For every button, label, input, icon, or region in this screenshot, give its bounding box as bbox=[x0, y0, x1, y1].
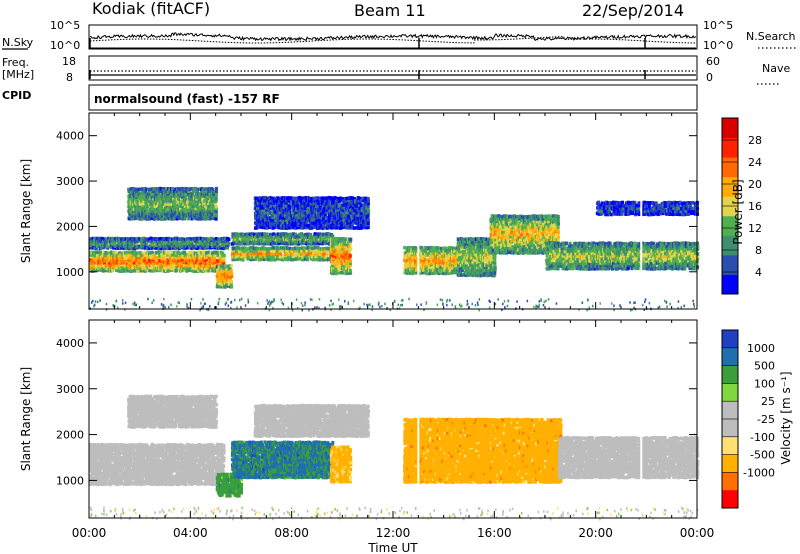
nave-bottom-tick: 0 bbox=[706, 71, 713, 84]
scatter-region bbox=[254, 196, 370, 230]
scatter-cell bbox=[215, 205, 218, 209]
nsky-trace bbox=[90, 33, 696, 49]
scatter-cell bbox=[227, 238, 230, 242]
freq-bottom-tick: 8 bbox=[66, 71, 73, 84]
nsearch-bottom-tick: 10^0 bbox=[703, 39, 733, 52]
scatter-region bbox=[127, 187, 218, 221]
scatter-cell bbox=[349, 269, 352, 273]
scatter-cell bbox=[222, 265, 225, 269]
scatter-cell bbox=[340, 271, 343, 275]
nsky-label: N.Sky bbox=[2, 36, 34, 49]
scatter-cell bbox=[228, 242, 231, 246]
scatter-cell bbox=[367, 197, 370, 201]
freq-units: [MHz] bbox=[2, 68, 34, 81]
scatter-cell bbox=[223, 254, 226, 258]
scatter-cell bbox=[230, 269, 233, 273]
freq-trace bbox=[90, 70, 696, 79]
scatter-cell bbox=[215, 187, 218, 191]
scatter-cell bbox=[194, 187, 197, 191]
scatter-cell bbox=[210, 237, 213, 241]
nave-top-tick: 60 bbox=[706, 55, 720, 68]
scatter-cell bbox=[292, 258, 295, 262]
scatter-cell bbox=[215, 217, 218, 221]
station-title: Kodiak (fitACF) bbox=[92, 0, 210, 18]
scatter-cell bbox=[349, 247, 352, 251]
scatter-cell bbox=[230, 285, 233, 289]
scatter-cell bbox=[327, 247, 330, 251]
scatter-region bbox=[330, 237, 353, 275]
scatter-region bbox=[89, 237, 230, 251]
scatter-cell bbox=[230, 272, 233, 276]
date-title: 22/Sep/2014 bbox=[582, 1, 684, 20]
scatter-cell bbox=[242, 258, 245, 262]
scatter-cell bbox=[367, 218, 370, 222]
nsearch-label: N.Search bbox=[746, 30, 796, 43]
nsky-top-tick: 10^5 bbox=[50, 19, 80, 32]
nsky-bottom-tick: 10^0 bbox=[50, 39, 80, 52]
cpid-text: normalsound (fast) -157 RF bbox=[94, 92, 280, 106]
scatter-region bbox=[231, 232, 334, 246]
scatter-region bbox=[403, 246, 461, 275]
nave-label: Nave bbox=[762, 62, 790, 75]
beam-title: Beam 11 bbox=[354, 1, 426, 20]
nsearch-top-tick: 10^5 bbox=[703, 19, 733, 32]
scatter-cell bbox=[349, 254, 352, 258]
scatter-region bbox=[216, 264, 234, 289]
scatter-cell bbox=[114, 251, 117, 255]
scatter-cell bbox=[349, 238, 352, 242]
scatter-cell bbox=[367, 221, 370, 225]
scatter-region bbox=[89, 250, 226, 273]
freq-top-tick: 18 bbox=[62, 55, 76, 68]
power-data bbox=[89, 113, 699, 312]
scatter-cell bbox=[230, 264, 233, 268]
cpid-label: CPID bbox=[2, 89, 31, 102]
scatter-cell bbox=[230, 280, 233, 284]
freq-panel bbox=[89, 56, 697, 80]
scatter-region bbox=[231, 246, 335, 262]
radar-summary-figure: Kodiak (fitACF) Beam 11 22/Sep/2014 N.Sk… bbox=[0, 0, 800, 554]
scatter-cell bbox=[349, 259, 352, 263]
